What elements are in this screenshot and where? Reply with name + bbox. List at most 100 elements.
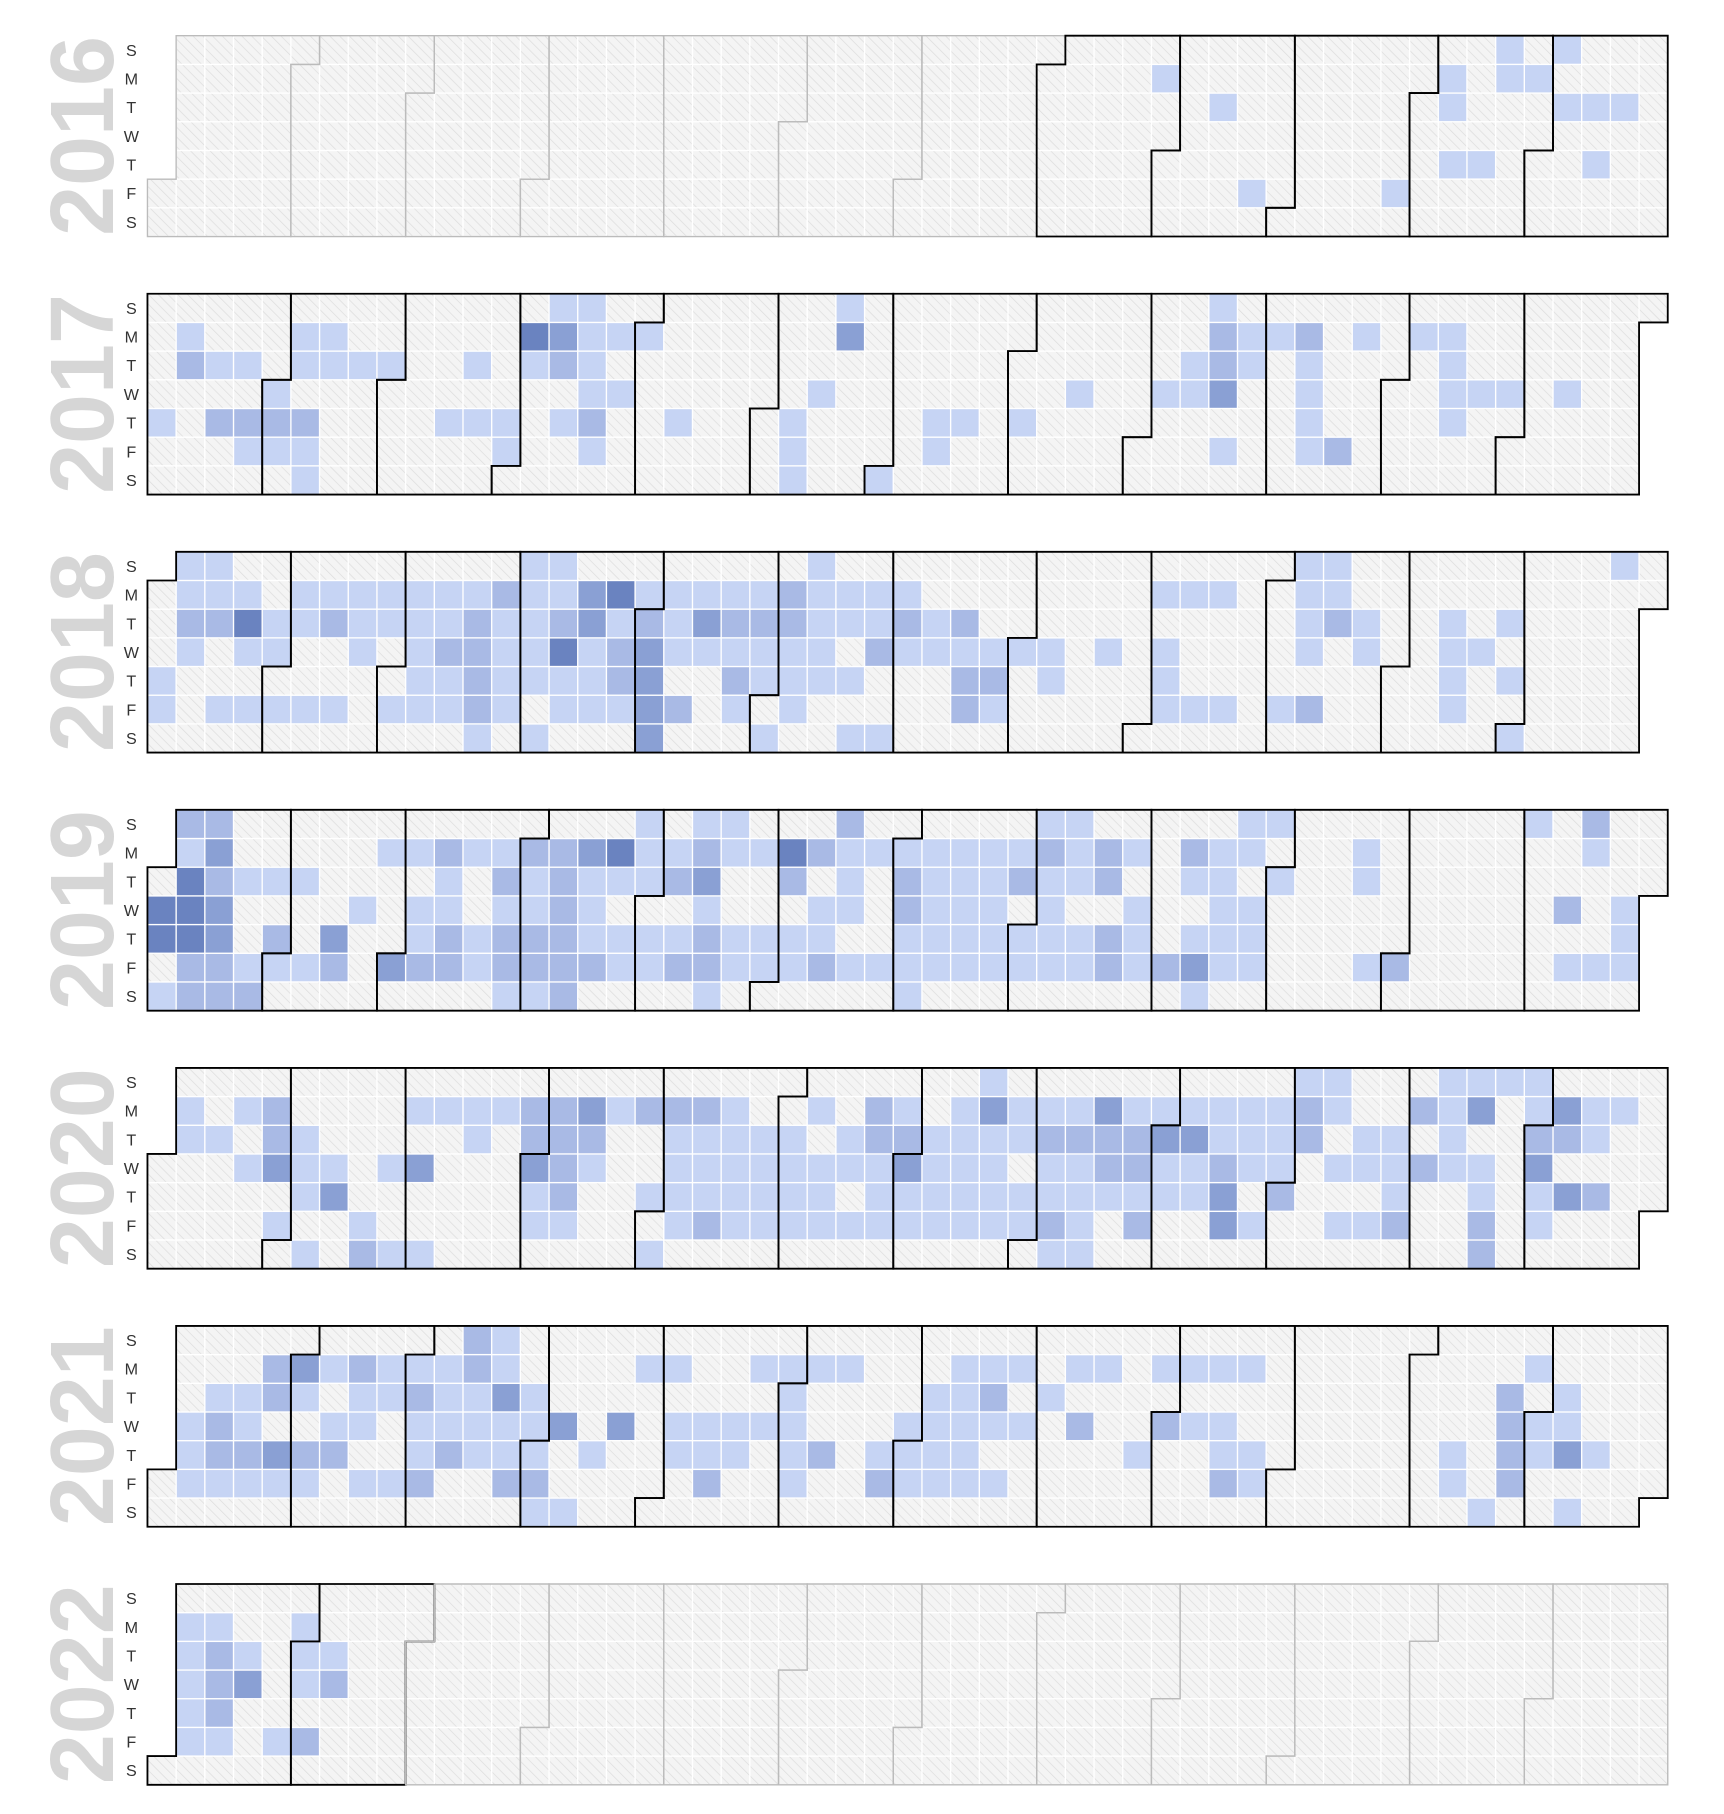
- day-cell: [1410, 1441, 1438, 1469]
- day-cell: [807, 953, 836, 982]
- day-cell: [1238, 351, 1266, 380]
- day-cell: [262, 867, 291, 896]
- day-cell: [1123, 1613, 1151, 1641]
- day-cell: [1209, 1355, 1237, 1383]
- day-cell: [922, 36, 950, 64]
- day-cell: [1066, 1326, 1094, 1354]
- day-cell: [291, 1613, 319, 1641]
- day-cell: [1553, 609, 1582, 638]
- day-cell: [377, 839, 405, 867]
- day-label: F: [126, 1217, 136, 1235]
- day-cell: [893, 695, 922, 724]
- day-cell: [1152, 1183, 1180, 1211]
- day-cell: [1123, 953, 1151, 982]
- day-cell: [1324, 1613, 1352, 1641]
- day-cell: [807, 93, 836, 122]
- day-cell: [1094, 380, 1123, 408]
- day-cell: [1123, 896, 1151, 924]
- day-cell: [922, 839, 950, 867]
- day-cell: [750, 1670, 778, 1699]
- day-cell: [320, 323, 348, 351]
- day-cell: [1209, 36, 1237, 64]
- day-cell: [377, 667, 405, 695]
- day-cell: [1467, 953, 1495, 982]
- day-cell: [549, 466, 578, 494]
- day-cell: [1639, 36, 1668, 64]
- day-cell: [1582, 323, 1610, 351]
- day-cell: [750, 1326, 778, 1354]
- day-cell: [205, 122, 233, 150]
- day-cell: [836, 1756, 864, 1785]
- day-cell: [1152, 1068, 1180, 1096]
- day-cell: [377, 1326, 405, 1354]
- day-cell: [1496, 1240, 1524, 1269]
- day-cell: [1266, 667, 1295, 695]
- day-cell: [549, 925, 578, 953]
- day-cell: [836, 122, 864, 150]
- day-cell: [1553, 151, 1582, 179]
- day-cell: [434, 609, 463, 638]
- day-cell: [1496, 1441, 1524, 1469]
- day-cell: [1553, 1728, 1582, 1756]
- day-cell: [1094, 1384, 1123, 1412]
- day-cell: [922, 1498, 950, 1527]
- day-cell: [549, 1584, 578, 1612]
- day-cell: [750, 1756, 778, 1785]
- day-cell: [1209, 1154, 1237, 1182]
- day-cell: [262, 1470, 291, 1498]
- day-cell: [1525, 552, 1553, 580]
- day-cell: [176, 1584, 205, 1612]
- day-cell: [434, 1068, 463, 1096]
- day-cell: [320, 896, 348, 924]
- day-cell: [836, 925, 864, 953]
- day-cell: [1238, 93, 1266, 122]
- day-cell: [1094, 1326, 1123, 1354]
- day-cell: [1611, 609, 1639, 638]
- day-cell: [1094, 982, 1123, 1010]
- day-cell: [1209, 609, 1237, 638]
- day-cell: [549, 581, 578, 609]
- day-cell: [377, 151, 405, 179]
- day-cell: [348, 810, 377, 838]
- day-cell: [1295, 1728, 1323, 1756]
- day-cell: [262, 1097, 291, 1125]
- day-cell: [693, 437, 721, 466]
- day-cell: [635, 351, 664, 380]
- day-cell: [980, 1498, 1008, 1527]
- day-cell: [1266, 65, 1295, 93]
- day-cell: [291, 437, 319, 466]
- day-cell: [1123, 93, 1151, 122]
- day-cell: [922, 380, 950, 408]
- day-cell: [693, 1212, 721, 1240]
- day-cell: [1180, 93, 1209, 122]
- day-cell: [463, 1470, 491, 1498]
- day-cell: [406, 65, 434, 93]
- day-cell: [205, 925, 233, 953]
- day-cell: [980, 1728, 1008, 1756]
- day-cell: [1525, 1728, 1553, 1756]
- day-cell: [1008, 667, 1036, 695]
- day-cell: [434, 1384, 463, 1412]
- day-cell: [1066, 839, 1094, 867]
- day-cell: [1037, 1097, 1065, 1125]
- day-cell: [980, 1642, 1008, 1670]
- day-cell: [1152, 609, 1180, 638]
- day-cell: [377, 65, 405, 93]
- day-cell: [1238, 65, 1266, 93]
- day-cell: [1352, 724, 1381, 752]
- day-cell: [1553, 925, 1582, 953]
- day-cell: [1410, 896, 1438, 924]
- day-cell: [1438, 1441, 1467, 1469]
- day-cell: [348, 65, 377, 93]
- day-cell: [1381, 982, 1409, 1010]
- day-cell: [406, 93, 434, 122]
- day-cell: [176, 695, 205, 724]
- day-cell: [1094, 179, 1123, 208]
- day-cell: [492, 1441, 520, 1469]
- day-cell: [320, 1670, 348, 1699]
- day-cell: [1582, 1068, 1610, 1096]
- day-cell: [1238, 1498, 1266, 1527]
- day-cell: [807, 1326, 836, 1354]
- day-cell: [1152, 1125, 1180, 1154]
- day-cell: [1066, 1355, 1094, 1383]
